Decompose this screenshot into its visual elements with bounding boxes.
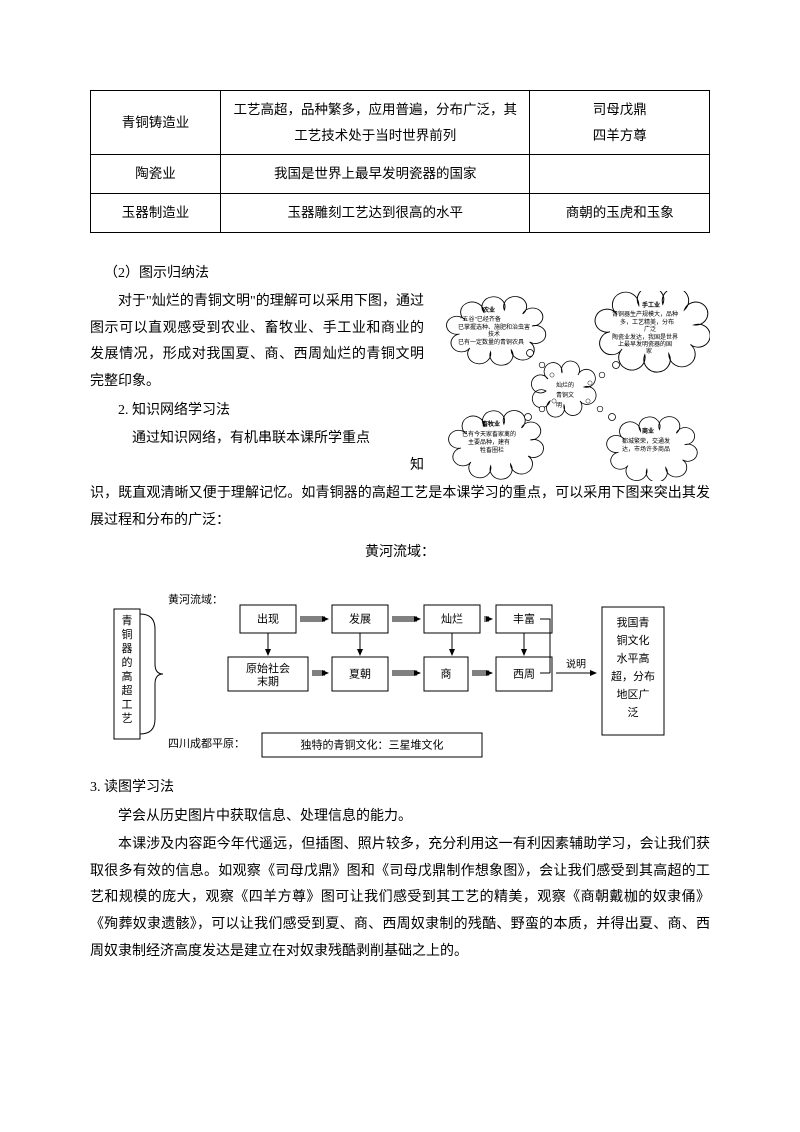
svg-text:牲畜圈栏: 牲畜圈栏 bbox=[480, 446, 504, 454]
svg-text:已掌握选种、施肥和治虫害: 已掌握选种、施肥和治虫害 bbox=[458, 323, 530, 331]
flowchart: 青铜器的高超工艺 黄河流域： 四川成都平原： 出现发展灿烂丰富 原始社会末期夏朝… bbox=[90, 569, 710, 769]
svg-text:独特的青铜文化：三星堆文化: 独特的青铜文化：三星堆文化 bbox=[301, 737, 444, 751]
svg-text:达，市场许多商品: 达，市场许多商品 bbox=[622, 445, 670, 453]
cell: 司母戊鼎 四羊方尊 bbox=[530, 91, 710, 155]
cell: 陶瓷业 bbox=[91, 155, 221, 194]
table-row: 青铜铸造业 工艺高超，品种繁多，应用普遍，分布广泛，其工艺技术处于当时世界前列 … bbox=[91, 91, 710, 155]
svg-text:商业: 商业 bbox=[642, 427, 654, 435]
svg-text:灿烂: 灿烂 bbox=[441, 612, 463, 625]
cell: 商朝的玉虎和玉象 bbox=[530, 193, 710, 232]
svg-text:都城繁荣，交通发: 都城繁荣，交通发 bbox=[622, 437, 670, 445]
svg-text:商: 商 bbox=[441, 666, 452, 680]
paragraph: 学会从历史图片中获取信息、处理信息的能力。 bbox=[90, 804, 710, 831]
cell: 玉器雕刻工艺达到很高的水平 bbox=[220, 193, 530, 232]
svg-text:上最早发明瓷器的国: 上最早发明瓷器的国 bbox=[618, 340, 672, 348]
svg-text:青铜器生产规模大，品种: 青铜器生产规模大，品种 bbox=[612, 310, 678, 318]
svg-text:技术: 技术 bbox=[488, 330, 500, 338]
svg-text:夏朝: 夏朝 bbox=[349, 667, 371, 680]
svg-text:已有今天家畜家禽的: 已有今天家畜家禽的 bbox=[462, 430, 516, 438]
heading: 3. 读图学习法 bbox=[90, 775, 710, 802]
paragraph: 识，既直观清晰又便于理解记忆。如青铜器的高超工艺是本课学习的重点，可以采用下图来… bbox=[90, 481, 710, 534]
svg-text:农业: 农业 bbox=[482, 306, 495, 314]
svg-text:多，工艺精美，分布: 多，工艺精美，分布 bbox=[620, 318, 674, 326]
svg-text:四川成都平原：: 四川成都平原： bbox=[168, 737, 245, 750]
svg-text:家: 家 bbox=[646, 347, 652, 355]
cell: 玉器制造业 bbox=[91, 193, 221, 232]
flow-title: 黄河流域： bbox=[90, 540, 710, 567]
svg-text:西周: 西周 bbox=[513, 667, 535, 680]
svg-text:陶瓷业发达，我国是世界: 陶瓷业发达，我国是世界 bbox=[612, 333, 678, 341]
table-row: 陶瓷业 我国是世界上最早发明瓷器的国家 bbox=[91, 155, 710, 194]
svg-text:畜牧业: 畜牧业 bbox=[482, 420, 500, 428]
table-row: 玉器制造业 玉器雕刻工艺达到很高的水平 商朝的玉虎和玉象 bbox=[91, 193, 710, 232]
svg-text:说明: 说明 bbox=[566, 657, 586, 670]
svg-text:主要品种，建有: 主要品种，建有 bbox=[468, 438, 510, 446]
svg-text:发展: 发展 bbox=[349, 611, 371, 625]
svg-text:丰富: 丰富 bbox=[513, 611, 535, 625]
mindmap-diagram: 灿烂的青铜文明 农业 "五谷"已经齐备 已掌握选种、施肥和治虫害 技术 已有一定… bbox=[430, 291, 710, 481]
cell: 我国是世界上最早发明瓷器的国家 bbox=[220, 155, 530, 194]
cell: 青铜铸造业 bbox=[91, 91, 221, 155]
paragraph: 本课涉及内容距今年代遥远，但插图、照片较多，充分利用这一有利因素辅助学习，会让我… bbox=[90, 832, 710, 965]
svg-text:广泛: 广泛 bbox=[644, 325, 656, 333]
svg-text:出现: 出现 bbox=[257, 611, 279, 625]
heading: （2）图示归纳法 bbox=[90, 261, 710, 288]
handicraft-table: 青铜铸造业 工艺高超，品种繁多，应用普遍，分布广泛，其工艺技术处于当时世界前列 … bbox=[90, 90, 710, 233]
svg-text:黄河流域：: 黄河流域： bbox=[168, 592, 223, 606]
cell bbox=[530, 155, 710, 194]
cell: 工艺高超，品种繁多，应用普遍，分布广泛，其工艺技术处于当时世界前列 bbox=[220, 91, 530, 155]
svg-text:"五谷"已经齐备: "五谷"已经齐备 bbox=[460, 315, 501, 323]
svg-text:已有一定数量的青铜农具: 已有一定数量的青铜农具 bbox=[458, 338, 524, 346]
svg-text:手工业: 手工业 bbox=[642, 301, 660, 309]
